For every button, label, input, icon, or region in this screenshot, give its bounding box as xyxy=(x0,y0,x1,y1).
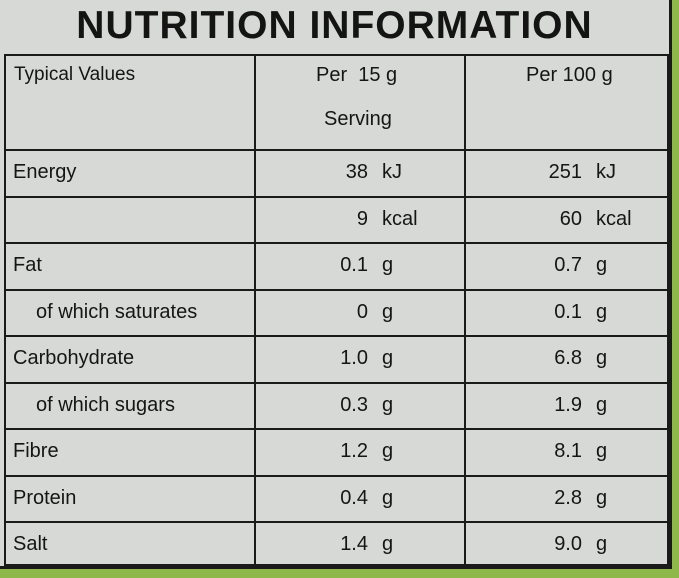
per100-value: 9.0 xyxy=(554,533,582,555)
row-divider xyxy=(6,195,667,198)
nutrient-label: Fat xyxy=(13,254,42,276)
nutrient-label: Protein xyxy=(13,486,77,509)
serving-value: 9 xyxy=(356,207,368,230)
serving-value: 1.2 xyxy=(340,440,368,462)
row-divider xyxy=(6,521,667,523)
per100-value: 6.8 xyxy=(554,347,582,369)
nutrient-label: of which sugars xyxy=(36,393,175,416)
per100-unit: g xyxy=(596,533,608,555)
serving-value: 0.1 xyxy=(340,254,368,276)
serving-unit: g xyxy=(382,393,394,416)
per100-value: 8.1 xyxy=(554,440,582,462)
header-serving: Serving xyxy=(324,108,392,130)
serving-unit: kcal xyxy=(382,207,418,230)
row-divider xyxy=(6,242,667,244)
serving-value: 0 xyxy=(356,300,368,323)
serving-unit: g xyxy=(382,254,394,276)
serving-value: 1.4 xyxy=(340,533,368,555)
serving-value: 1.0 xyxy=(340,347,368,369)
per100-unit: g xyxy=(596,347,608,369)
per100-unit: g xyxy=(596,486,608,509)
per100-value: 2.8 xyxy=(554,486,582,509)
serving-unit: g xyxy=(382,300,394,323)
row-divider xyxy=(6,288,667,291)
header-per-100g: Per 100 g xyxy=(526,64,613,86)
serving-unit: g xyxy=(382,440,394,462)
column-divider xyxy=(464,56,466,564)
row-divider xyxy=(6,335,667,337)
row-divider xyxy=(6,381,667,384)
per100-unit: g xyxy=(596,393,608,416)
serving-unit: kJ xyxy=(382,161,402,183)
per100-unit: g xyxy=(596,300,608,323)
nutrition-table: Typical Values Per 15 g Serving Per 100 … xyxy=(4,54,669,566)
serving-value: 0.3 xyxy=(340,393,368,416)
nutrient-label: Salt xyxy=(13,533,48,555)
per100-value: 60 xyxy=(559,207,582,230)
column-divider xyxy=(254,56,256,564)
serving-unit: g xyxy=(382,533,394,555)
per100-unit: g xyxy=(596,440,608,462)
header-typical-values: Typical Values xyxy=(14,64,136,85)
nutrition-panel: NUTRITION INFORMATION Typical Values Per… xyxy=(0,0,672,569)
row-divider xyxy=(6,428,667,430)
per100-value: 251 xyxy=(548,161,582,183)
per100-value: 0.1 xyxy=(554,300,582,323)
serving-value: 38 xyxy=(345,161,368,183)
per100-unit: g xyxy=(596,254,608,276)
serving-unit: g xyxy=(382,486,394,509)
per100-unit: kcal xyxy=(596,207,632,230)
page-title: NUTRITION INFORMATION xyxy=(76,4,593,47)
header-per-serving: Per 15 g xyxy=(316,64,398,86)
row-divider xyxy=(6,149,667,151)
serving-value: 0.4 xyxy=(340,486,368,509)
row-divider xyxy=(6,474,667,477)
nutrient-label: of which saturates xyxy=(36,300,198,323)
nutrient-label: Fibre xyxy=(13,440,59,462)
nutrient-label: Carbohydrate xyxy=(13,347,135,369)
serving-unit: g xyxy=(382,347,394,369)
nutrient-label: Energy xyxy=(13,161,77,183)
per100-unit: kJ xyxy=(596,161,616,183)
per100-value: 0.7 xyxy=(554,254,582,276)
per100-value: 1.9 xyxy=(554,393,582,416)
